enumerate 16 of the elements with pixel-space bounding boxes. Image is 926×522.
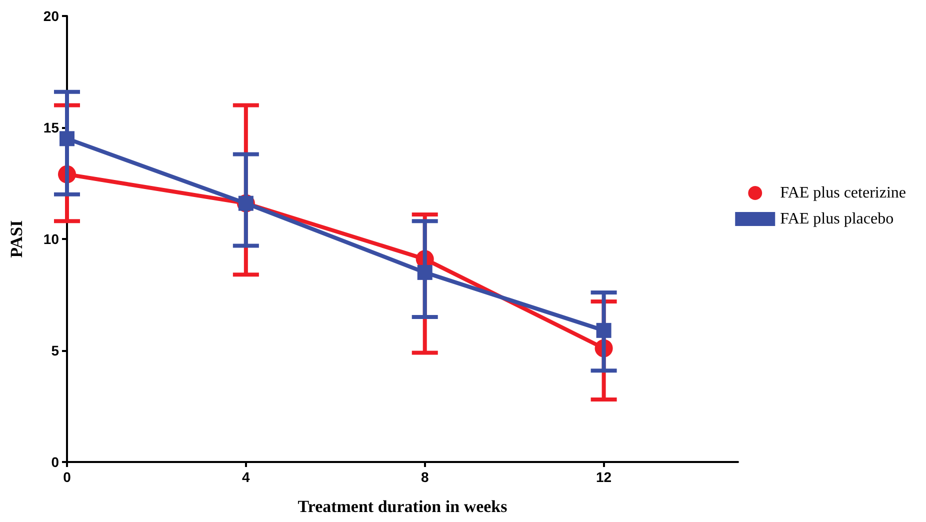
x-axis-title: Treatment duration in weeks: [298, 497, 508, 516]
x-tick-label: 8: [420, 469, 429, 485]
point: [60, 131, 74, 146]
point: [417, 264, 432, 280]
y-tick-label: 5: [51, 342, 60, 358]
x-tick-label: 12: [596, 469, 612, 485]
x-tick-label: 0: [63, 469, 72, 485]
x-tick-label: 4: [242, 469, 250, 485]
legend-label: FAE plus placebo: [780, 210, 894, 228]
y-tick-label: 10: [43, 231, 60, 247]
point: [596, 322, 612, 338]
y-tick-label: 0: [51, 454, 60, 470]
legend-label: FAE plus ceterizine: [780, 184, 906, 202]
y-tick-label: 20: [43, 8, 60, 24]
y-tick-label: 15: [43, 120, 60, 136]
y-axis-title: PASI: [7, 220, 26, 258]
